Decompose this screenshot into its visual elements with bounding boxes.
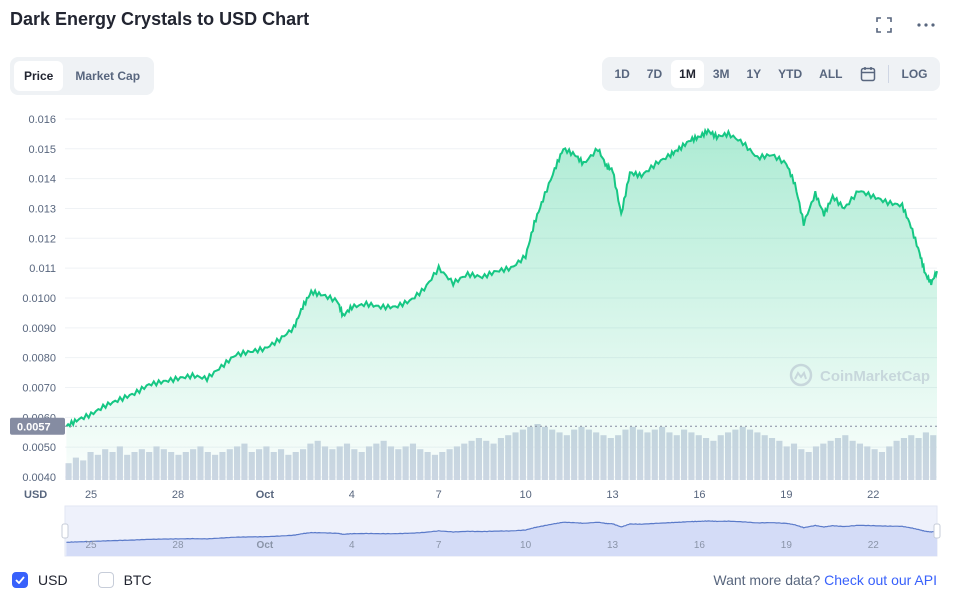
price-marketcap-toggle: Price Market Cap — [10, 57, 155, 95]
api-promo: Want more data? Check out our API — [713, 572, 937, 588]
calendar-button[interactable] — [851, 60, 884, 88]
y-tick-label: 0.0040 — [22, 472, 56, 484]
y-tick-label: 0.0100 — [22, 293, 56, 305]
price-chart[interactable]: 0.016 0.015 0.014 0.013 0.012 0.011 0.0100 0.00… — [0, 100, 957, 560]
chart-footer: USD BTC Want more data? Check out our AP… — [12, 570, 937, 590]
price-line — [65, 127, 938, 429]
navigator-tick-label: 25 — [86, 540, 98, 551]
watermark-text: CoinMarketCap — [820, 368, 930, 385]
navigator-tick-label: 13 — [607, 540, 619, 551]
navigator-tick-label: Oct — [257, 540, 274, 551]
range-3m[interactable]: 3M — [712, 67, 730, 81]
x-tick-label: 4 — [349, 489, 355, 501]
navigator-tick-label: 4 — [349, 540, 355, 551]
range-navigator[interactable]: 25 28 Oct 4 7 10 13 16 19 22 — [61, 505, 941, 557]
y-tick-label: 0.0090 — [22, 323, 56, 335]
navigator-area — [66, 520, 937, 556]
range-all[interactable]: ALL — [819, 67, 843, 81]
range-1d[interactable]: 1D — [614, 67, 630, 81]
navigator-tick-label: 22 — [868, 540, 880, 551]
navigator-tick-label: 10 — [520, 540, 532, 551]
y-tick-label: 0.012 — [28, 233, 56, 245]
y-tick-label: 0.0070 — [22, 383, 56, 395]
y-tick-label: 0.0080 — [22, 353, 56, 365]
y-tick-label: 0.015 — [28, 144, 56, 156]
x-tick-label: 19 — [780, 489, 792, 501]
tab-market-cap[interactable]: Market Cap — [75, 69, 141, 83]
range-1m[interactable]: 1M — [670, 60, 705, 88]
x-tick-label: Oct — [256, 489, 275, 501]
y-tick-label: 0.011 — [29, 263, 56, 275]
range-7d[interactable]: 7D — [646, 67, 663, 81]
navigator-left-handle[interactable] — [61, 523, 69, 539]
x-tick-label: 25 — [85, 489, 97, 501]
range-divider — [888, 65, 889, 83]
y-tick-label: 0.016 — [28, 114, 56, 126]
fullscreen-icon[interactable] — [873, 14, 895, 36]
price-area — [66, 129, 937, 481]
range-1y[interactable]: 1Y — [746, 67, 762, 81]
coinmarketcap-logo-icon — [789, 363, 813, 387]
x-tick-label: 28 — [172, 489, 184, 501]
current-price-label: 0.0057 — [17, 421, 51, 433]
chart-toolbar-icons — [873, 14, 937, 36]
checkbox-unchecked-icon — [97, 572, 114, 588]
x-tick-label: 16 — [693, 489, 705, 501]
calendar-icon — [860, 67, 875, 82]
tab-price[interactable]: Price — [14, 61, 64, 91]
current-price-tag: 0.0057 — [10, 417, 65, 435]
navigator-tick-label: 7 — [436, 540, 442, 551]
more-data-text: Want more data? — [713, 572, 821, 588]
navigator-labels: 25 28 Oct 4 7 10 13 16 19 22 — [86, 540, 880, 551]
navigator-tick-label: 19 — [781, 540, 793, 551]
navigator-line — [66, 520, 938, 543]
x-tick-label: 7 — [436, 489, 442, 501]
navigator-tick-label: 28 — [172, 540, 184, 551]
coinmarketcap-logo-mark — [794, 370, 807, 380]
more-options-icon[interactable] — [915, 14, 937, 36]
navigator-tick-label: 16 — [694, 540, 706, 551]
usd-label: USD — [38, 572, 68, 588]
y-tick-label: 0.013 — [28, 203, 56, 215]
x-tick-label: 22 — [867, 489, 879, 501]
y-axis-labels: 0.016 0.015 0.014 0.013 0.012 0.011 0.0100 0.00… — [22, 114, 56, 484]
api-link[interactable]: Check out our API — [824, 572, 937, 588]
navigator-right-handle[interactable] — [933, 523, 941, 539]
y-tick-label: 0.0050 — [22, 442, 56, 454]
checkbox-checked-icon — [12, 572, 28, 588]
range-ytd[interactable]: YTD — [778, 67, 803, 81]
currency-axis-label: USD — [24, 489, 47, 501]
x-tick-label: 10 — [519, 489, 531, 501]
chart-title: Dark Energy Crystals to USD Chart — [10, 9, 310, 29]
y-tick-label: 0.014 — [28, 174, 56, 186]
time-range-selector: 1D 7D 1M 3M 1Y YTD ALL LOG — [601, 57, 940, 91]
usd-checkbox[interactable]: USD — [12, 572, 68, 588]
log-scale-button[interactable]: LOG — [901, 67, 928, 81]
btc-label: BTC — [123, 572, 152, 588]
x-tick-label: 13 — [606, 489, 618, 501]
btc-checkbox[interactable]: BTC — [97, 572, 152, 588]
watermark: CoinMarketCap — [789, 363, 930, 387]
x-axis-labels: 25 28 Oct 4 7 10 13 16 19 22 — [85, 489, 879, 501]
